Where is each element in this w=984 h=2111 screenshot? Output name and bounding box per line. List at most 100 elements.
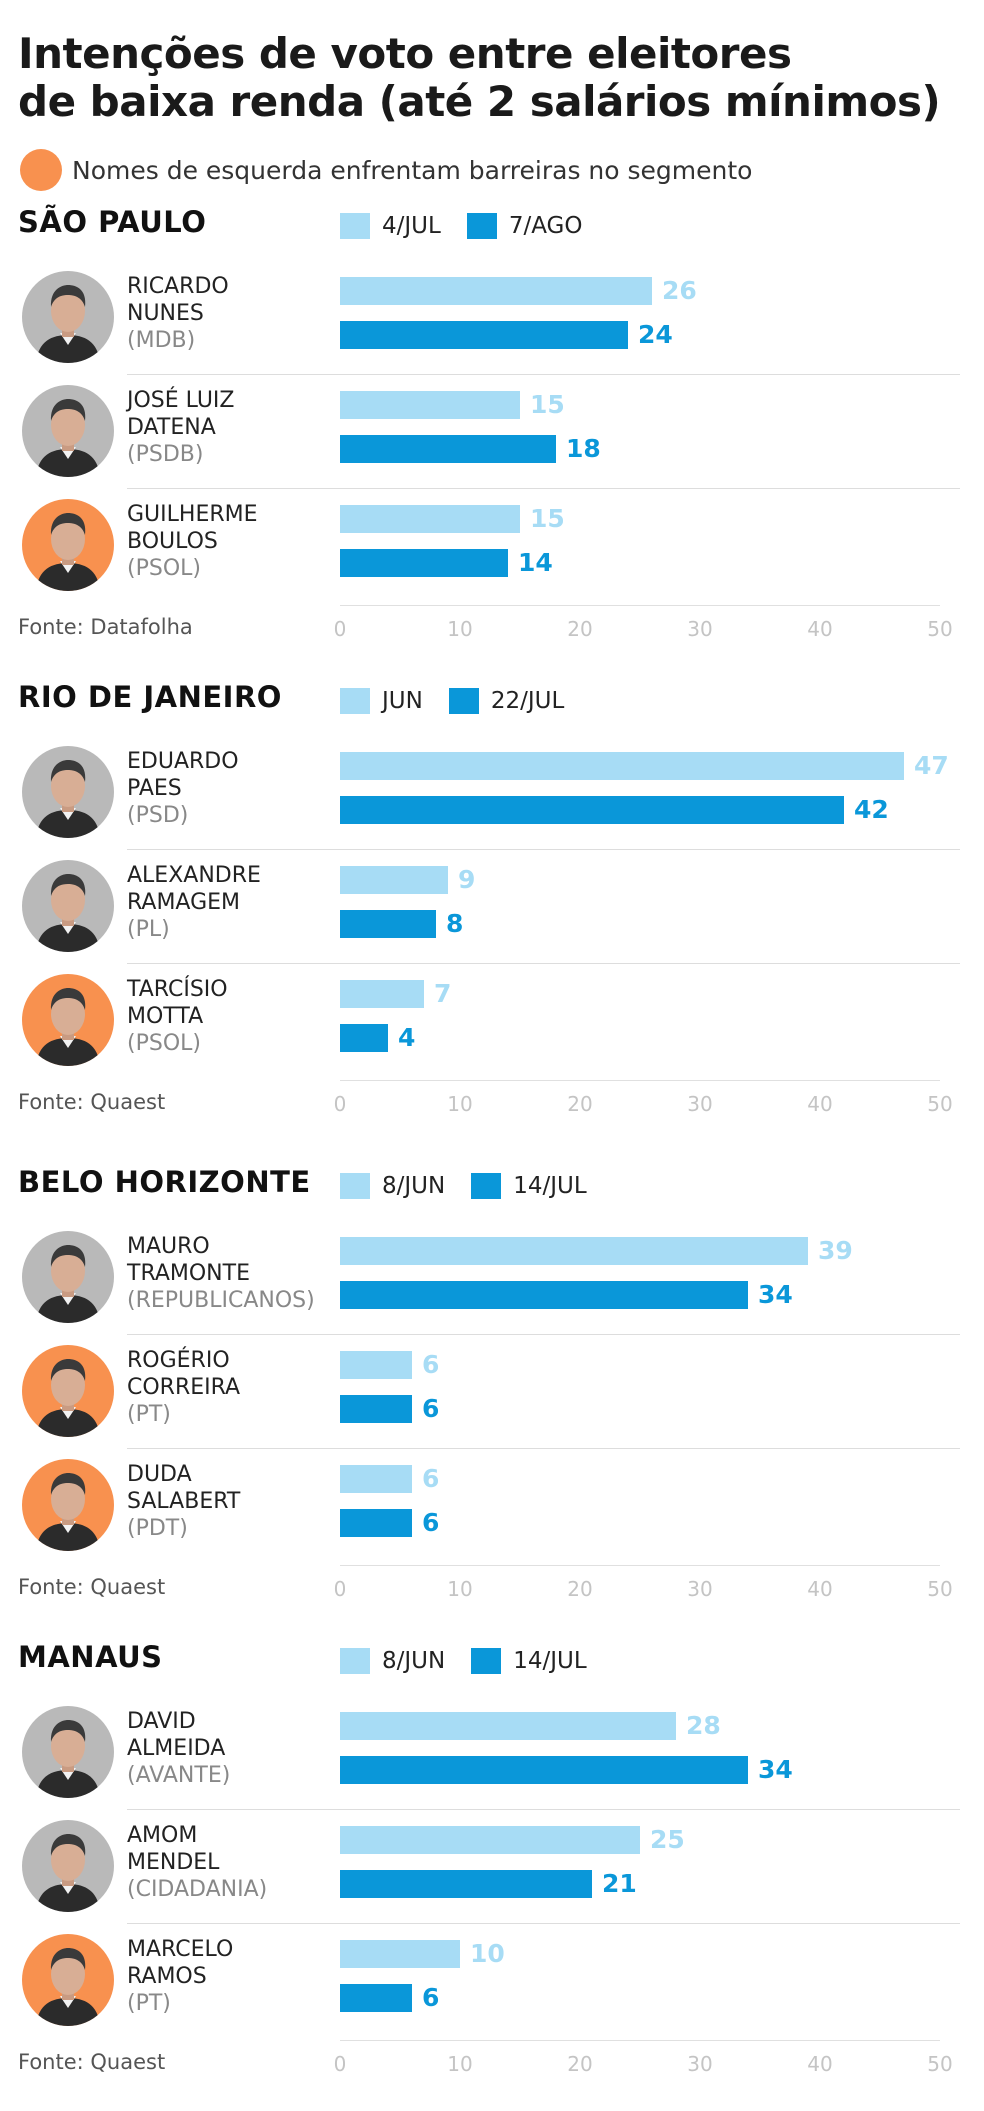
candidate-name: TARCÍSIO MOTTA (PSOL) — [127, 976, 228, 1057]
chart-section: SÃO PAULO 4/JUL 7/AGO RICARDO NUNES (MDB) 26 24… — [0, 205, 984, 695]
chart-section: MANAUS 8/JUN 14/JUL DAVID ALMEIDA (AVANTE) 28 3… — [0, 1640, 984, 2111]
candidate-name-line2: MOTTA — [127, 1004, 204, 1029]
chart-legend: 8/JUN 14/JUL — [340, 1173, 613, 1199]
candidate-row: AMOM MENDEL (CIDADANIA) 25 21 — [0, 1814, 984, 1924]
candidate-name-line1: JOSÉ LUIZ — [127, 388, 235, 413]
candidate-name-line2: MENDEL — [127, 1850, 220, 1875]
candidate-name-line2: SALABERT — [127, 1489, 241, 1514]
chart-section: RIO DE JANEIRO JUN 22/JUL EDUARDO PAES (PSD) 4… — [0, 680, 984, 1170]
x-axis-tick-label: 0 — [333, 1092, 347, 1116]
x-axis-tick-label: 10 — [447, 1092, 473, 1116]
value-label-earlier: 15 — [530, 504, 565, 533]
row-divider — [127, 1334, 960, 1335]
bar-earlier — [340, 866, 448, 894]
candidate-row: MAURO TRAMONTE (REPUBLICANOS) 39 34 — [0, 1225, 984, 1335]
candidate-photo — [22, 974, 114, 1066]
x-axis-tick-label: 10 — [447, 1577, 473, 1601]
candidate-name: RICARDO NUNES (MDB) — [127, 273, 229, 354]
x-axis-line — [340, 2040, 940, 2041]
bar-later — [340, 1024, 388, 1052]
bar-later — [340, 549, 508, 577]
candidate-name-line2: CORREIRA — [127, 1375, 241, 1400]
highlight-legend: Nomes de esquerda enfrentam barreiras no… — [20, 148, 752, 192]
candidate-row: ROGÉRIO CORREIRA (PT) 6 6 — [0, 1339, 984, 1449]
candidate-party: (PDT) — [127, 1516, 188, 1541]
candidate-name-line1: ALEXANDRE — [127, 863, 261, 888]
value-label-later: 14 — [518, 548, 553, 577]
value-label-earlier: 7 — [434, 979, 452, 1008]
value-label-earlier: 6 — [422, 1464, 440, 1493]
candidate-row: RICARDO NUNES (MDB) 26 24 — [0, 265, 984, 375]
candidate-row: DAVID ALMEIDA (AVANTE) 28 34 — [0, 1700, 984, 1810]
source-label: Fonte: Datafolha — [18, 615, 193, 639]
legend-label-later: 22/JUL — [490, 688, 565, 714]
bar-later — [340, 910, 436, 938]
candidate-photo — [22, 385, 114, 477]
candidate-name-line1: GUILHERME — [127, 502, 258, 527]
x-axis-line — [340, 1565, 940, 1566]
legend-label-later: 7/AGO — [508, 213, 583, 239]
value-label-later: 4 — [398, 1023, 416, 1052]
candidate-name: GUILHERME BOULOS (PSOL) — [127, 501, 258, 582]
highlight-legend-text: Nomes de esquerda enfrentam barreiras no… — [72, 155, 753, 185]
city-title: RIO DE JANEIRO — [18, 680, 282, 714]
x-axis-tick-label: 50 — [927, 617, 953, 641]
candidate-row: DUDA SALABERT (PDT) 6 6 — [0, 1453, 984, 1563]
x-axis-tick-label: 20 — [567, 2052, 593, 2076]
bar-earlier — [340, 1237, 808, 1265]
x-axis-tick-label: 30 — [687, 1577, 713, 1601]
bar-later — [340, 1281, 748, 1309]
legend-swatch-later — [466, 213, 497, 239]
bar-earlier — [340, 1712, 676, 1740]
candidate-name: MAURO TRAMONTE (REPUBLICANOS) — [127, 1233, 315, 1314]
candidate-name-line1: RICARDO — [127, 274, 229, 299]
candidate-name: MARCELO RAMOS (PT) — [127, 1936, 233, 2017]
chart-legend: 4/JUL 7/AGO — [340, 213, 608, 239]
value-label-earlier: 6 — [422, 1350, 440, 1379]
x-axis-tick-label: 0 — [333, 1577, 347, 1601]
value-label-later: 24 — [638, 320, 673, 349]
bar-later — [340, 1395, 412, 1423]
legend-swatch-earlier — [340, 688, 370, 714]
value-label-earlier: 39 — [818, 1236, 853, 1265]
candidate-name: DUDA SALABERT (PDT) — [127, 1461, 240, 1542]
x-axis-tick-label: 50 — [927, 1092, 953, 1116]
bar-later — [340, 435, 556, 463]
legend-label-later: 14/JUL — [513, 1648, 587, 1674]
title-line-1: Intenções de voto entre eleitores — [18, 29, 792, 78]
value-label-earlier: 25 — [650, 1825, 685, 1854]
x-axis-tick-label: 40 — [807, 1092, 833, 1116]
candidate-party: (PT) — [127, 1402, 171, 1427]
candidate-photo — [22, 271, 114, 363]
row-divider — [127, 488, 960, 489]
candidate-photo — [22, 1706, 114, 1798]
bar-later — [340, 1984, 412, 2012]
candidate-row: EDUARDO PAES (PSD) 47 42 — [0, 740, 984, 850]
candidate-photo — [22, 1231, 114, 1323]
candidate-name: ROGÉRIO CORREIRA (PT) — [127, 1347, 240, 1428]
value-label-earlier: 15 — [530, 390, 565, 419]
orange-dot-icon — [20, 149, 62, 191]
candidate-name-line1: MARCELO — [127, 1937, 234, 1962]
row-divider — [127, 849, 960, 850]
candidate-row: ALEXANDRE RAMAGEM (PL) 9 8 — [0, 854, 984, 964]
value-label-earlier: 9 — [458, 865, 476, 894]
value-label-later: 8 — [446, 909, 464, 938]
value-label-later: 42 — [854, 795, 889, 824]
candidate-row: JOSÉ LUIZ DATENA (PSDB) 15 18 — [0, 379, 984, 489]
candidate-party: (PSD) — [127, 803, 189, 828]
legend-label-later: 14/JUL — [513, 1173, 587, 1199]
candidate-photo — [22, 860, 114, 952]
candidate-name: ALEXANDRE RAMAGEM (PL) — [127, 862, 261, 943]
candidate-name-line1: ROGÉRIO — [127, 1348, 230, 1373]
candidate-name: AMOM MENDEL (CIDADANIA) — [127, 1822, 267, 1903]
x-axis-tick-label: 40 — [807, 617, 833, 641]
legend-label-earlier: 4/JUL — [382, 213, 441, 239]
x-axis-tick-label: 0 — [333, 617, 347, 641]
candidate-name-line2: TRAMONTE — [127, 1261, 250, 1286]
bar-earlier — [340, 1940, 460, 1968]
x-axis-tick-label: 50 — [927, 2052, 953, 2076]
candidate-row: GUILHERME BOULOS (PSOL) 15 14 — [0, 493, 984, 603]
x-axis-line — [340, 1080, 940, 1081]
source-label: Fonte: Quaest — [18, 1575, 166, 1599]
